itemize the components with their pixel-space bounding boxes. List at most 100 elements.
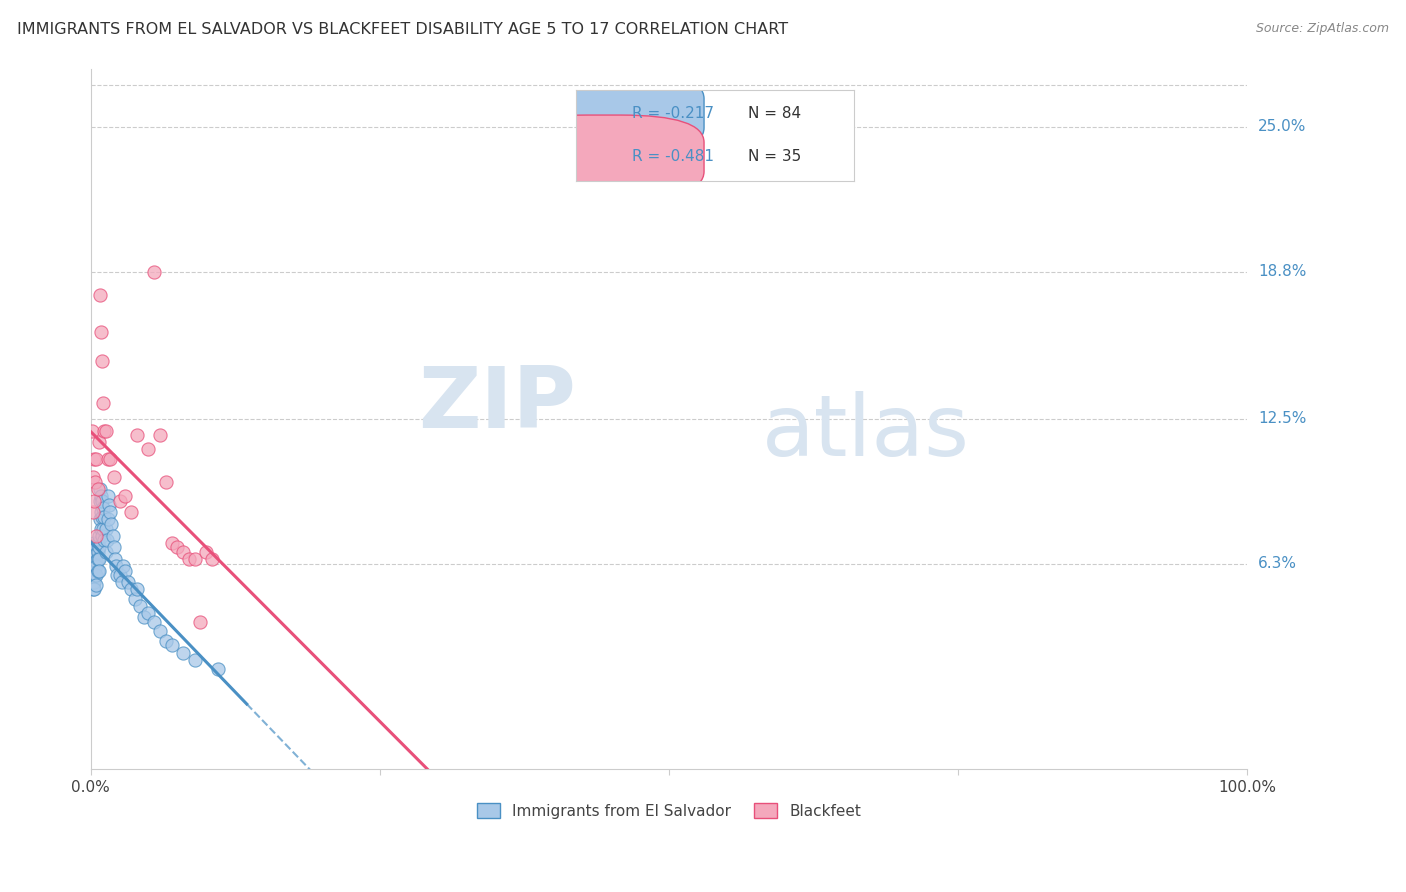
Point [172, 646, 194, 660]
Text: atlas: atlas [762, 392, 969, 475]
Point [117, 575, 139, 590]
Point [86, 578, 108, 592]
Point [105, 568, 128, 582]
Point [89, 288, 111, 302]
Point [96, 533, 118, 548]
Point [94, 522, 117, 536]
Point [86, 564, 108, 578]
Point [166, 541, 188, 555]
Point [86, 559, 108, 574]
Point [86, 482, 108, 496]
Point [86, 541, 108, 555]
Point [201, 552, 224, 566]
Point [91, 500, 114, 515]
Point [94, 424, 117, 438]
Text: 6.3%: 6.3% [1258, 557, 1298, 571]
Point [80, 552, 103, 566]
Point [84, 475, 107, 489]
Point [82, 505, 104, 519]
Point [111, 575, 134, 590]
Point [207, 662, 229, 676]
Point [138, 442, 160, 457]
Point [94, 545, 117, 559]
Text: Source: ZipAtlas.com: Source: ZipAtlas.com [1256, 22, 1389, 36]
Point [84, 554, 107, 568]
Point [83, 552, 105, 566]
Point [195, 545, 218, 559]
Point [91, 353, 114, 368]
Text: 12.5%: 12.5% [1258, 411, 1306, 426]
Point [84, 548, 107, 562]
Point [93, 424, 115, 438]
Point [114, 489, 136, 503]
Point [97, 489, 120, 503]
Point [91, 395, 114, 409]
Text: 25.0%: 25.0% [1258, 120, 1306, 135]
Point [114, 564, 136, 578]
Point [103, 541, 125, 555]
Point [149, 624, 172, 639]
Point [84, 541, 107, 555]
Point [132, 610, 155, 624]
Point [86, 552, 108, 566]
Point [129, 599, 152, 613]
Point [82, 557, 104, 571]
Point [177, 552, 200, 566]
Point [82, 564, 104, 578]
Point [125, 582, 148, 597]
Point [86, 554, 108, 568]
Point [82, 545, 104, 559]
Point [160, 639, 183, 653]
Point [105, 559, 128, 574]
Point [93, 533, 115, 548]
Point [82, 470, 104, 484]
Point [143, 265, 166, 279]
Point [83, 451, 105, 466]
Point [108, 568, 131, 582]
Text: ZIP: ZIP [419, 363, 576, 446]
Point [82, 568, 104, 582]
Point [83, 545, 105, 559]
Point [86, 451, 108, 466]
Point [82, 575, 104, 590]
Point [149, 428, 172, 442]
Point [91, 493, 114, 508]
Point [82, 552, 104, 566]
Point [83, 575, 105, 590]
Point [91, 522, 114, 536]
Point [100, 516, 122, 531]
Point [155, 633, 177, 648]
Point [120, 505, 142, 519]
Point [138, 606, 160, 620]
Point [83, 493, 105, 508]
Point [172, 545, 194, 559]
Point [97, 451, 120, 466]
Point [89, 493, 111, 508]
Point [83, 564, 105, 578]
Point [83, 535, 105, 549]
Point [111, 559, 134, 574]
Point [87, 541, 110, 555]
Point [91, 510, 114, 524]
Point [83, 568, 105, 582]
Point [91, 529, 114, 543]
Point [93, 510, 115, 524]
Point [87, 435, 110, 450]
Point [90, 522, 112, 536]
Point [98, 499, 121, 513]
Point [143, 615, 166, 629]
Point [87, 529, 110, 543]
Point [108, 493, 131, 508]
Point [80, 424, 103, 438]
Point [80, 557, 103, 571]
Point [86, 545, 108, 559]
Point [89, 482, 111, 496]
Point [90, 326, 112, 340]
Point [90, 505, 112, 519]
Point [90, 489, 112, 503]
Point [80, 545, 103, 559]
Text: 18.8%: 18.8% [1258, 264, 1306, 279]
Point [155, 475, 177, 489]
Point [80, 575, 103, 590]
Point [83, 559, 105, 574]
